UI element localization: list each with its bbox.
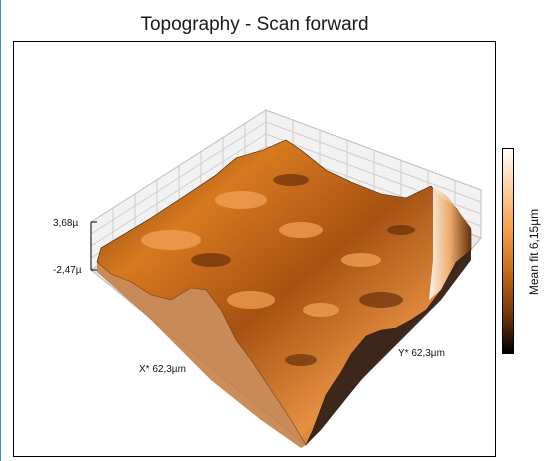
- z-axis-min-label: -2,47µ: [53, 265, 82, 276]
- y-axis-label: Y* 62,3µm: [398, 348, 445, 359]
- z-axis: 3,68µ -2,47µ: [53, 218, 97, 276]
- z-axis-max-label: 3,68µ: [53, 218, 78, 229]
- topography-surface: [96, 139, 472, 448]
- colorbar: [502, 148, 514, 354]
- colorbar-label: Mean fit 6,15µm: [527, 208, 541, 296]
- chart-title: Topography - Scan forward: [140, 14, 369, 35]
- x-axis-label: X* 62,3µm: [139, 364, 186, 375]
